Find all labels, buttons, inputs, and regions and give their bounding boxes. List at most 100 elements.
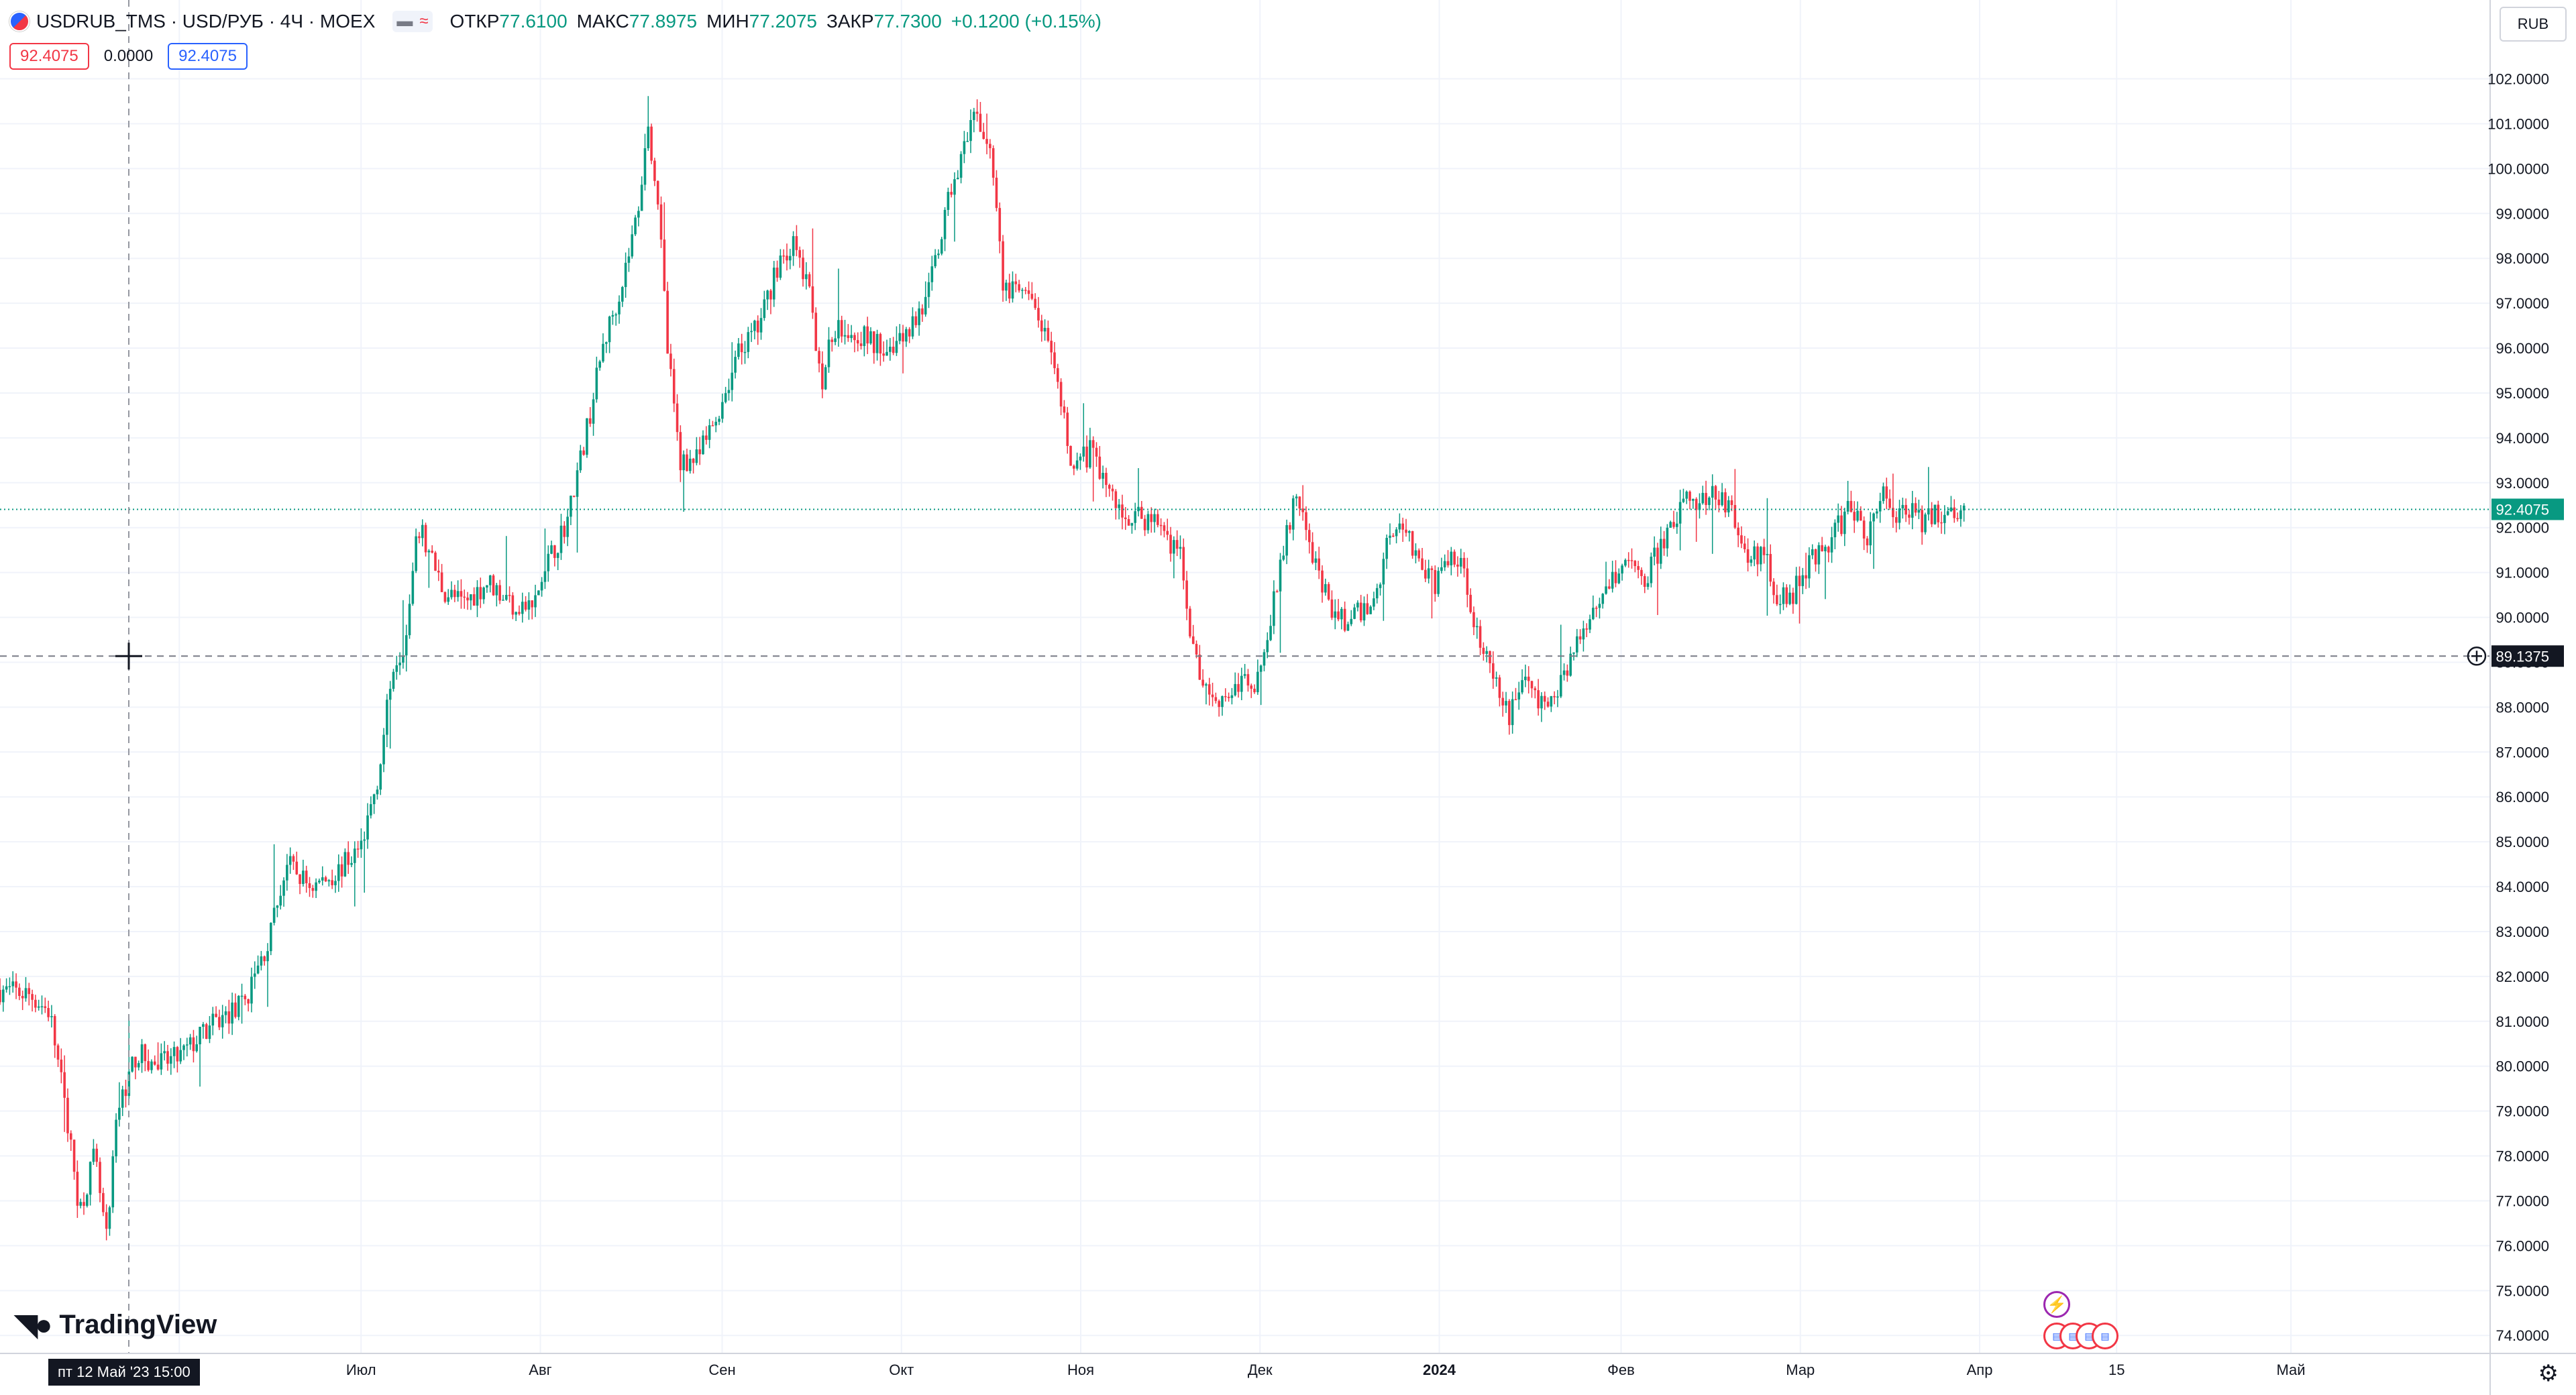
currency-selector[interactable]: RUB	[2500, 7, 2567, 42]
candle-up	[1882, 486, 1885, 502]
candle-down	[1656, 547, 1659, 564]
candle-up	[456, 591, 460, 598]
candle-down	[492, 575, 495, 596]
candle-down	[1546, 702, 1550, 707]
add-alert-icon[interactable]	[2467, 647, 2487, 666]
time-tick-label: Май	[2276, 1361, 2305, 1378]
candle-up	[286, 864, 288, 881]
price-tick-label: 91.0000	[2496, 565, 2549, 581]
candle-up	[1592, 608, 1595, 620]
candle-up	[1505, 701, 1507, 706]
symbol-title[interactable]: USDRUB_TMS · USD/РУБ · 4Ч · MOEX	[36, 11, 376, 32]
candle-up	[963, 141, 966, 154]
candle-down	[908, 329, 911, 337]
us-flag-event-icon[interactable]: ▤	[2092, 1323, 2118, 1349]
candle-down	[1301, 508, 1304, 512]
candle-up	[1878, 501, 1882, 512]
candle-down	[1501, 698, 1505, 706]
candle-down	[1456, 564, 1459, 567]
candle-up	[1324, 583, 1327, 593]
time-tick-label: Ноя	[1067, 1361, 1094, 1378]
candle-down	[347, 852, 350, 865]
candle-up	[943, 209, 947, 239]
candle-up	[788, 256, 792, 261]
candle-down	[692, 458, 695, 463]
candle-up	[1379, 584, 1382, 588]
candle-up	[1943, 514, 1946, 523]
high-value: 77.8975	[629, 11, 698, 32]
candle-up	[1350, 618, 1353, 624]
price-tick-label: 92.0000	[2496, 520, 2549, 537]
settings-gear-icon[interactable]: ⚙	[2538, 1361, 2559, 1386]
candle-up	[1621, 565, 1623, 574]
candle-up	[1869, 521, 1872, 546]
candle-down	[1553, 695, 1556, 698]
candle-up	[1205, 684, 1208, 686]
wave-toggle-icon[interactable]: ≈	[419, 12, 429, 30]
candle-up	[411, 571, 415, 604]
candle-down	[853, 335, 856, 341]
candle-down	[305, 871, 308, 883]
candle-up	[598, 361, 601, 368]
candle-down	[705, 435, 708, 440]
tradingview-logo[interactable]: ◥● TradingView	[15, 1308, 217, 1342]
candle-up	[766, 290, 769, 300]
candle-up	[11, 981, 15, 987]
candle-up	[1459, 557, 1462, 567]
candle-up	[1582, 628, 1585, 640]
candle-down	[292, 856, 295, 862]
candle-down	[60, 1059, 63, 1072]
candle-down	[1143, 518, 1146, 531]
time-tick-label: Июл	[346, 1361, 376, 1378]
candle-down	[1169, 535, 1172, 554]
candle-down	[840, 320, 843, 337]
candle-up	[37, 1006, 40, 1008]
candle-up	[898, 333, 902, 341]
candle-down	[756, 321, 759, 333]
candle-down	[472, 594, 476, 606]
candle-down	[821, 363, 824, 390]
candle-down	[15, 981, 17, 988]
candle-down	[1862, 520, 1866, 539]
candle-down	[1159, 524, 1163, 526]
candle-up	[1266, 640, 1269, 653]
candle-down	[299, 874, 301, 885]
sell-button[interactable]: 92.4075	[9, 43, 89, 70]
candle-up	[1043, 327, 1046, 332]
candle-down	[795, 236, 798, 250]
candle-down	[1724, 492, 1727, 513]
lightning-event-icon[interactable]: ⚡	[2043, 1291, 2070, 1318]
candle-down	[463, 596, 466, 598]
candle-up	[1021, 290, 1024, 291]
candle-up	[934, 255, 936, 267]
candle-up	[282, 880, 285, 896]
candle-up	[1079, 456, 1082, 461]
time-tick-label: Апр	[1967, 1361, 1993, 1378]
candle-down	[1024, 290, 1027, 291]
candle-up	[1179, 547, 1182, 549]
candle-up	[1314, 558, 1318, 563]
candle-up	[370, 804, 372, 816]
candle-down	[1643, 575, 1646, 588]
candle-up	[1450, 551, 1453, 565]
chart-type-toggle[interactable]: ▬ ≈	[392, 11, 433, 32]
candle-up	[724, 393, 727, 402]
candle-up	[118, 1107, 121, 1120]
candle-down	[1821, 545, 1823, 551]
bars-toggle-icon[interactable]: ▬	[396, 12, 413, 30]
candle-down	[1214, 697, 1218, 702]
buy-button[interactable]: 92.4075	[168, 43, 248, 70]
candle-down	[991, 148, 995, 178]
high-label: МАКС	[576, 11, 629, 32]
candle-down	[1163, 525, 1166, 531]
economic-events-icons[interactable]: ▤ ▤ ▤ ▤	[2043, 1323, 2118, 1349]
candle-up	[1414, 550, 1417, 556]
candle-down	[1792, 592, 1794, 604]
candle-down	[418, 536, 421, 539]
candle-down	[859, 343, 863, 346]
candle-down	[1227, 696, 1230, 698]
candle-up	[476, 587, 479, 606]
candle-up	[169, 1056, 172, 1064]
candle-up	[604, 342, 608, 344]
